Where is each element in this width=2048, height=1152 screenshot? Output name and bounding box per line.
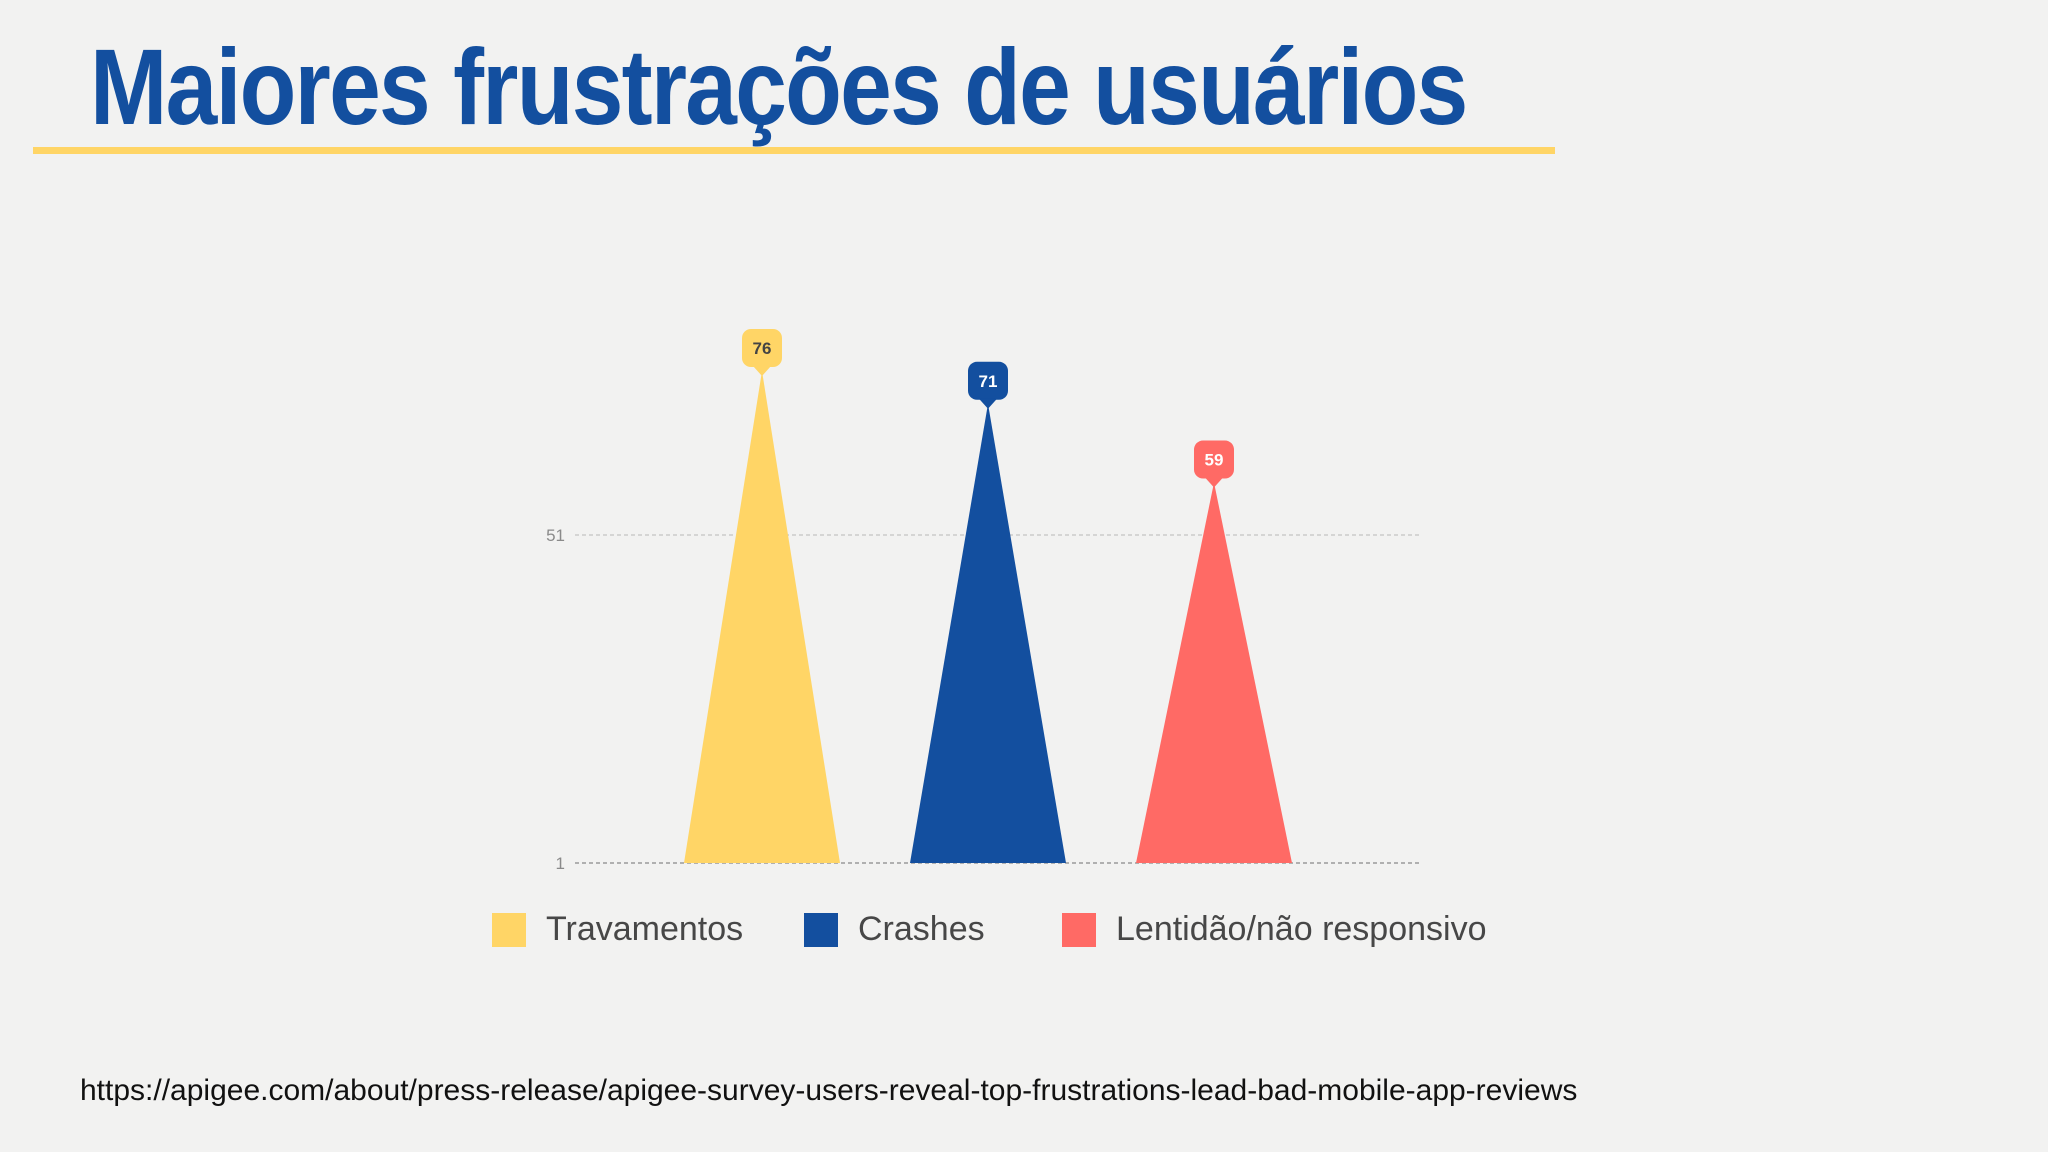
source-link[interactable]: https://apigee.com/about/press-release/a… — [80, 1074, 1578, 1107]
data-label-pointer — [979, 398, 997, 409]
bars — [684, 371, 1292, 863]
y-axis-ticks: 1 51 — [546, 526, 565, 873]
bar-crashes — [910, 403, 1066, 863]
legend-item: Lentidão/não responsivo — [1062, 910, 1487, 949]
legend-swatch — [1062, 912, 1096, 947]
legend-label: Travamentos — [546, 910, 744, 948]
data-label-pin: 76 — [742, 329, 782, 376]
data-label-value: 71 — [979, 372, 998, 391]
legend-item: Travamentos — [492, 910, 743, 949]
legend-swatch — [804, 912, 838, 947]
data-label-pointer — [1205, 477, 1223, 488]
data-label-value: 76 — [753, 339, 772, 358]
data-label-bubble — [1194, 440, 1234, 479]
legend-label: Lentidão/não responsivo — [1116, 910, 1487, 948]
bar-lentid-o-n-o-responsivo — [1136, 482, 1292, 863]
y-tick-label: 51 — [546, 526, 565, 545]
data-label-pointer — [753, 366, 771, 376]
y-tick-label: 1 — [556, 854, 565, 873]
legend-label: Crashes — [858, 910, 985, 948]
data-label-pin: 71 — [968, 361, 1008, 409]
data-labels: 76 71 59 — [742, 329, 1234, 488]
data-label-bubble — [742, 329, 782, 367]
title-underline — [33, 147, 1555, 154]
slide-title: Maiores frustrações de usuários — [90, 26, 1468, 147]
bar-travamentos — [684, 371, 840, 863]
data-label-value: 59 — [1205, 451, 1224, 470]
legend-swatch — [492, 912, 526, 947]
data-label-pin: 59 — [1194, 440, 1234, 488]
legend-item: Crashes — [804, 910, 985, 949]
data-label-bubble — [968, 361, 1008, 400]
